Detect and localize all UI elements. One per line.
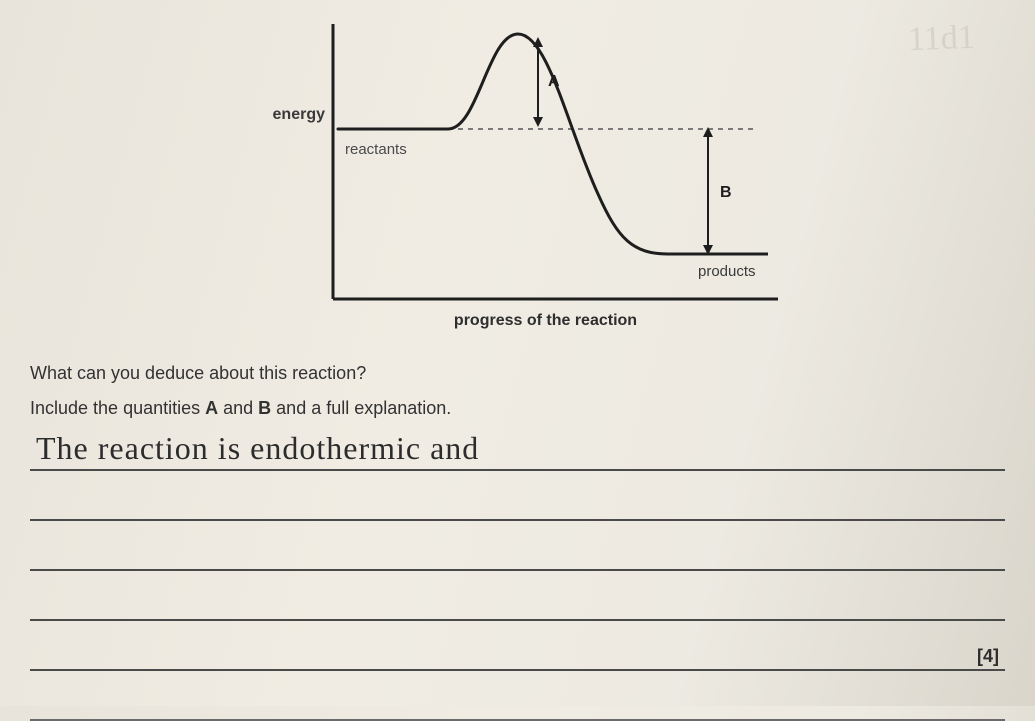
answer-line-1[interactable]: The reaction is endothermic and	[30, 421, 1005, 471]
question-block: What can you deduce about this reaction?…	[30, 363, 1005, 721]
svg-text:energy: energy	[272, 106, 325, 123]
q2-a: A	[205, 398, 218, 418]
svg-text:reactants: reactants	[345, 141, 407, 158]
svg-text:products: products	[698, 263, 756, 280]
answer-lines: The reaction is endothermic and [4]	[30, 421, 1005, 721]
svg-text:B: B	[720, 184, 732, 201]
svg-text:A: A	[548, 73, 560, 90]
energy-diagram: A Benergy reactants products progress of the…	[238, 14, 798, 339]
q2-pre: Include the quantities	[30, 398, 205, 418]
handwritten-answer: The reaction is endothermic and	[36, 430, 479, 467]
marks-label: [4]	[977, 646, 999, 667]
answer-line-2[interactable]	[30, 471, 1005, 521]
q2-mid: and	[218, 398, 258, 418]
answer-line-4[interactable]	[30, 571, 1005, 621]
question-text-1: What can you deduce about this reaction?	[30, 363, 1005, 384]
q2-b: B	[258, 398, 271, 418]
question-text-2: Include the quantities A and B and a ful…	[30, 398, 1005, 419]
stray-mark: 11d1	[908, 19, 976, 59]
svg-text:progress of the reaction: progress of the reaction	[453, 312, 636, 329]
q2-post: and a full explanation.	[271, 398, 451, 418]
answer-line-6[interactable]	[30, 671, 1005, 721]
answer-line-5[interactable]: [4]	[30, 621, 1005, 671]
answer-line-3[interactable]	[30, 521, 1005, 571]
energy-diagram-svg: A Benergy reactants products progress of the…	[238, 14, 798, 334]
